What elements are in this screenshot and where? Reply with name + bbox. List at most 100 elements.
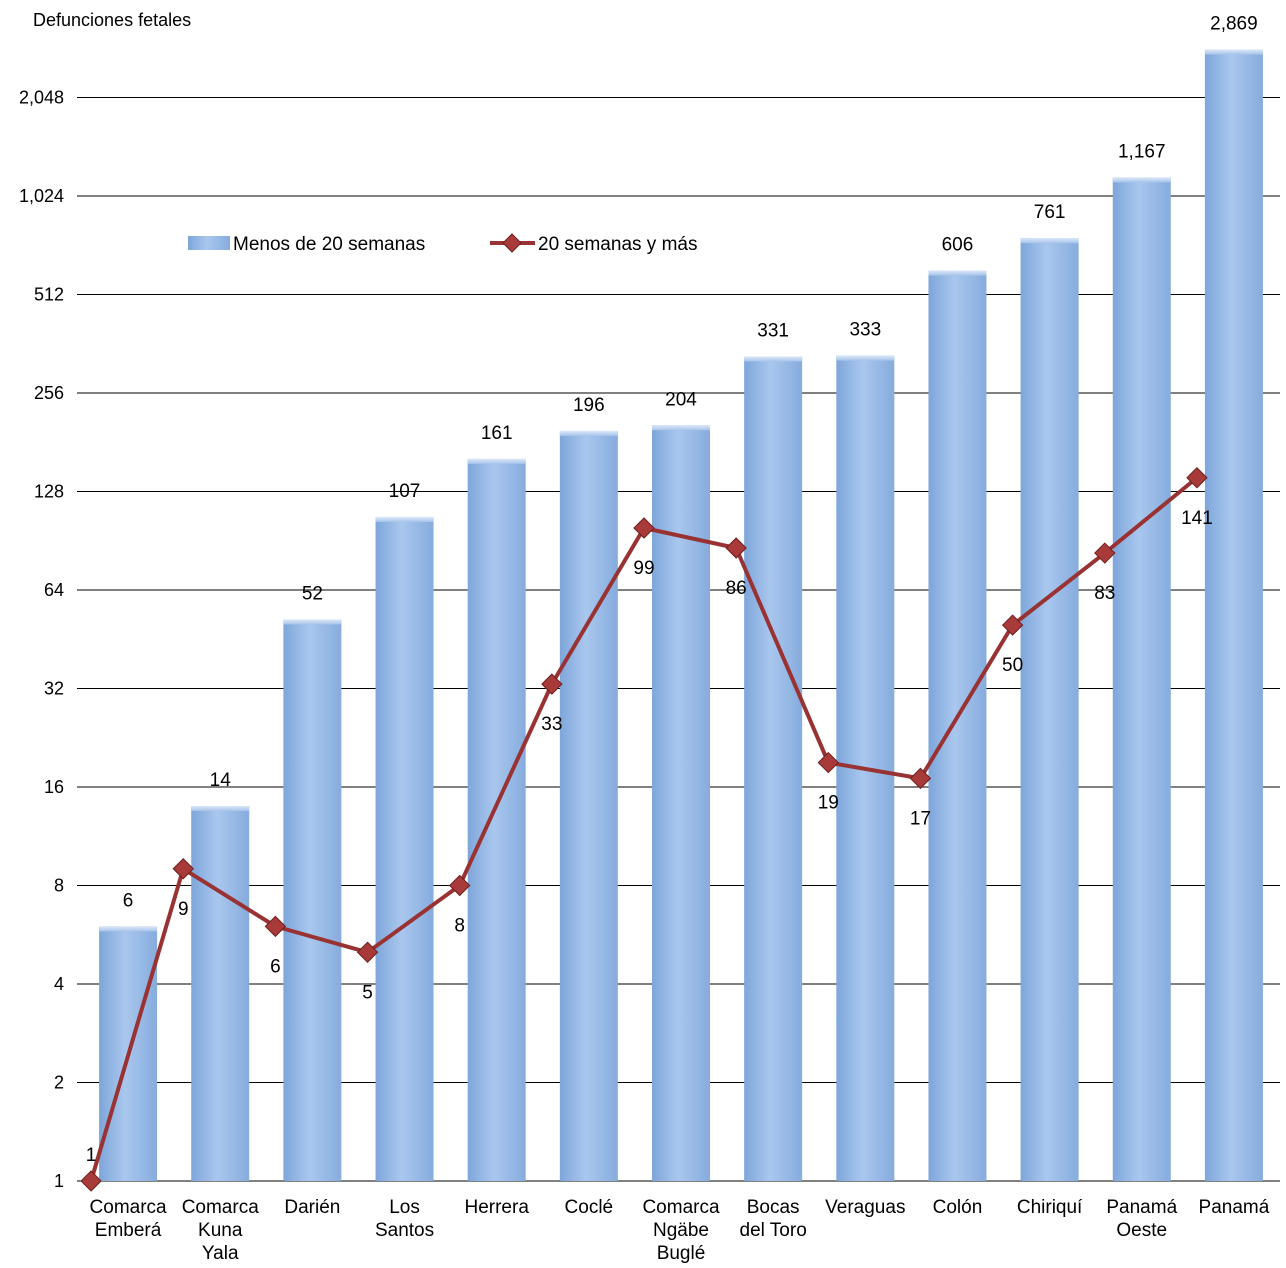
y-tick-label: 256 — [34, 383, 64, 403]
bar — [744, 356, 803, 1181]
bar — [283, 619, 342, 1181]
line-point — [264, 915, 287, 938]
line-data-label: 33 — [541, 714, 562, 735]
bar — [191, 805, 250, 1181]
bar-data-label: 161 — [481, 423, 513, 444]
line-data-label: 1 — [86, 1145, 97, 1166]
bar-data-label: 333 — [849, 320, 881, 341]
line-point — [356, 941, 379, 963]
line-data-label: 17 — [910, 808, 931, 829]
line-point — [448, 874, 471, 897]
x-tick-label: Colón — [933, 1197, 983, 1218]
y-tick-label: 64 — [44, 580, 64, 600]
line-point — [725, 537, 747, 559]
line-data-label: 5 — [362, 982, 373, 1003]
line-point — [80, 1170, 102, 1192]
line-point — [1001, 614, 1024, 636]
line-data-label: 141 — [1181, 508, 1213, 529]
bar — [1112, 177, 1171, 1181]
bar-top — [375, 516, 434, 522]
bar — [652, 425, 710, 1181]
bar-top — [191, 805, 250, 811]
bar-data-label: 196 — [573, 395, 605, 416]
bar — [559, 430, 618, 1182]
line-point — [541, 673, 563, 695]
bar-top — [928, 270, 987, 276]
bar-data-label: 761 — [1034, 202, 1066, 223]
y-tick-label: 16 — [44, 777, 64, 797]
bar-data-label: 14 — [210, 770, 232, 791]
bar — [375, 516, 434, 1181]
bar-data-label: 331 — [757, 320, 789, 341]
line-point — [1094, 542, 1116, 564]
bar-data-label: 1,167 — [1118, 141, 1166, 162]
x-tick-label: Chiriquí — [1017, 1197, 1083, 1218]
y-tick-label: 1 — [54, 1171, 64, 1191]
y-tick-label: 512 — [34, 285, 64, 305]
legend-label: 20 semanas y más — [538, 234, 697, 255]
bar-top — [1204, 49, 1263, 55]
bar — [928, 270, 987, 1181]
line-point — [1186, 467, 1208, 489]
line-data-label: 99 — [633, 558, 654, 579]
line-data-label: 19 — [818, 793, 839, 814]
bar-top — [652, 425, 710, 431]
line-point — [817, 751, 840, 774]
bar-series — [99, 49, 1263, 1182]
x-tick-label: Comarca Kuna Yala — [182, 1197, 260, 1264]
x-axis-ticks: Comarca Emberá Comarca Kuna Yala Darién Los San… — [90, 1197, 1270, 1264]
bar-top — [744, 356, 803, 362]
line-data-label: 6 — [270, 956, 281, 977]
x-tick-label: Coclé — [565, 1197, 614, 1218]
y-axis-ticks: 1 2 4 8 16 32 64 128 256 512 1,024 2,048 — [19, 88, 64, 1192]
line-series — [80, 467, 1208, 1192]
bar-top — [283, 619, 342, 625]
y-axis-label: Defunciones fetales — [33, 10, 191, 30]
y-tick-label: 128 — [34, 482, 64, 502]
y-tick-label: 32 — [44, 679, 64, 699]
bar — [1204, 49, 1263, 1181]
line-data-label: 8 — [454, 916, 465, 937]
bar-data-labels: 6 14 52 107 161 196 204 331 333 606 761 1,167 2,869 — [123, 14, 1258, 912]
x-tick-label: Herrera — [464, 1197, 529, 1218]
bar-data-label: 52 — [302, 584, 323, 605]
line-data-label: 86 — [726, 578, 747, 599]
y-tick-label: 1,024 — [19, 186, 64, 206]
x-tick-label: Los Santos — [375, 1197, 434, 1241]
y-tick-label: 8 — [54, 876, 64, 896]
bar-top — [836, 355, 895, 361]
bar — [467, 458, 526, 1182]
x-tick-label: Darién — [284, 1197, 340, 1218]
line-data-label: 83 — [1094, 583, 1115, 604]
legend-bar-swatch — [188, 236, 230, 250]
bar-top — [559, 430, 618, 436]
bar-data-label: 606 — [942, 235, 974, 256]
line-data-label: 9 — [178, 899, 189, 920]
line-point — [633, 517, 655, 539]
bar — [1020, 238, 1079, 1181]
bar-data-label: 6 — [123, 890, 134, 911]
bar-data-label: 107 — [389, 481, 421, 502]
bar-top — [99, 926, 158, 932]
bar-data-label: 204 — [665, 389, 697, 410]
x-tick-label: Comarca Emberá — [90, 1197, 168, 1241]
y-tick-label: 2,048 — [19, 88, 64, 108]
bar-top — [1020, 238, 1079, 244]
legend-marker — [502, 233, 522, 253]
x-tick-label: Panamá Oeste — [1106, 1197, 1177, 1241]
line-point — [172, 858, 194, 880]
bar-top — [467, 458, 526, 464]
x-tick-label: Veraguas — [825, 1197, 905, 1218]
line-point — [909, 767, 932, 790]
legend-label: Menos de 20 semanas — [233, 234, 425, 255]
x-tick-label: Panamá — [1199, 1197, 1270, 1218]
bar-data-label: 2,869 — [1210, 14, 1258, 35]
line-data-label: 50 — [1002, 655, 1023, 676]
bar-top — [1112, 177, 1171, 183]
legend: Menos de 20 semanas 20 semanas y más — [188, 233, 697, 255]
y-tick-label: 2 — [54, 1073, 64, 1093]
y-tick-label: 4 — [54, 974, 64, 994]
x-tick-label: Comarca Ngäbe Buglé — [642, 1197, 720, 1264]
